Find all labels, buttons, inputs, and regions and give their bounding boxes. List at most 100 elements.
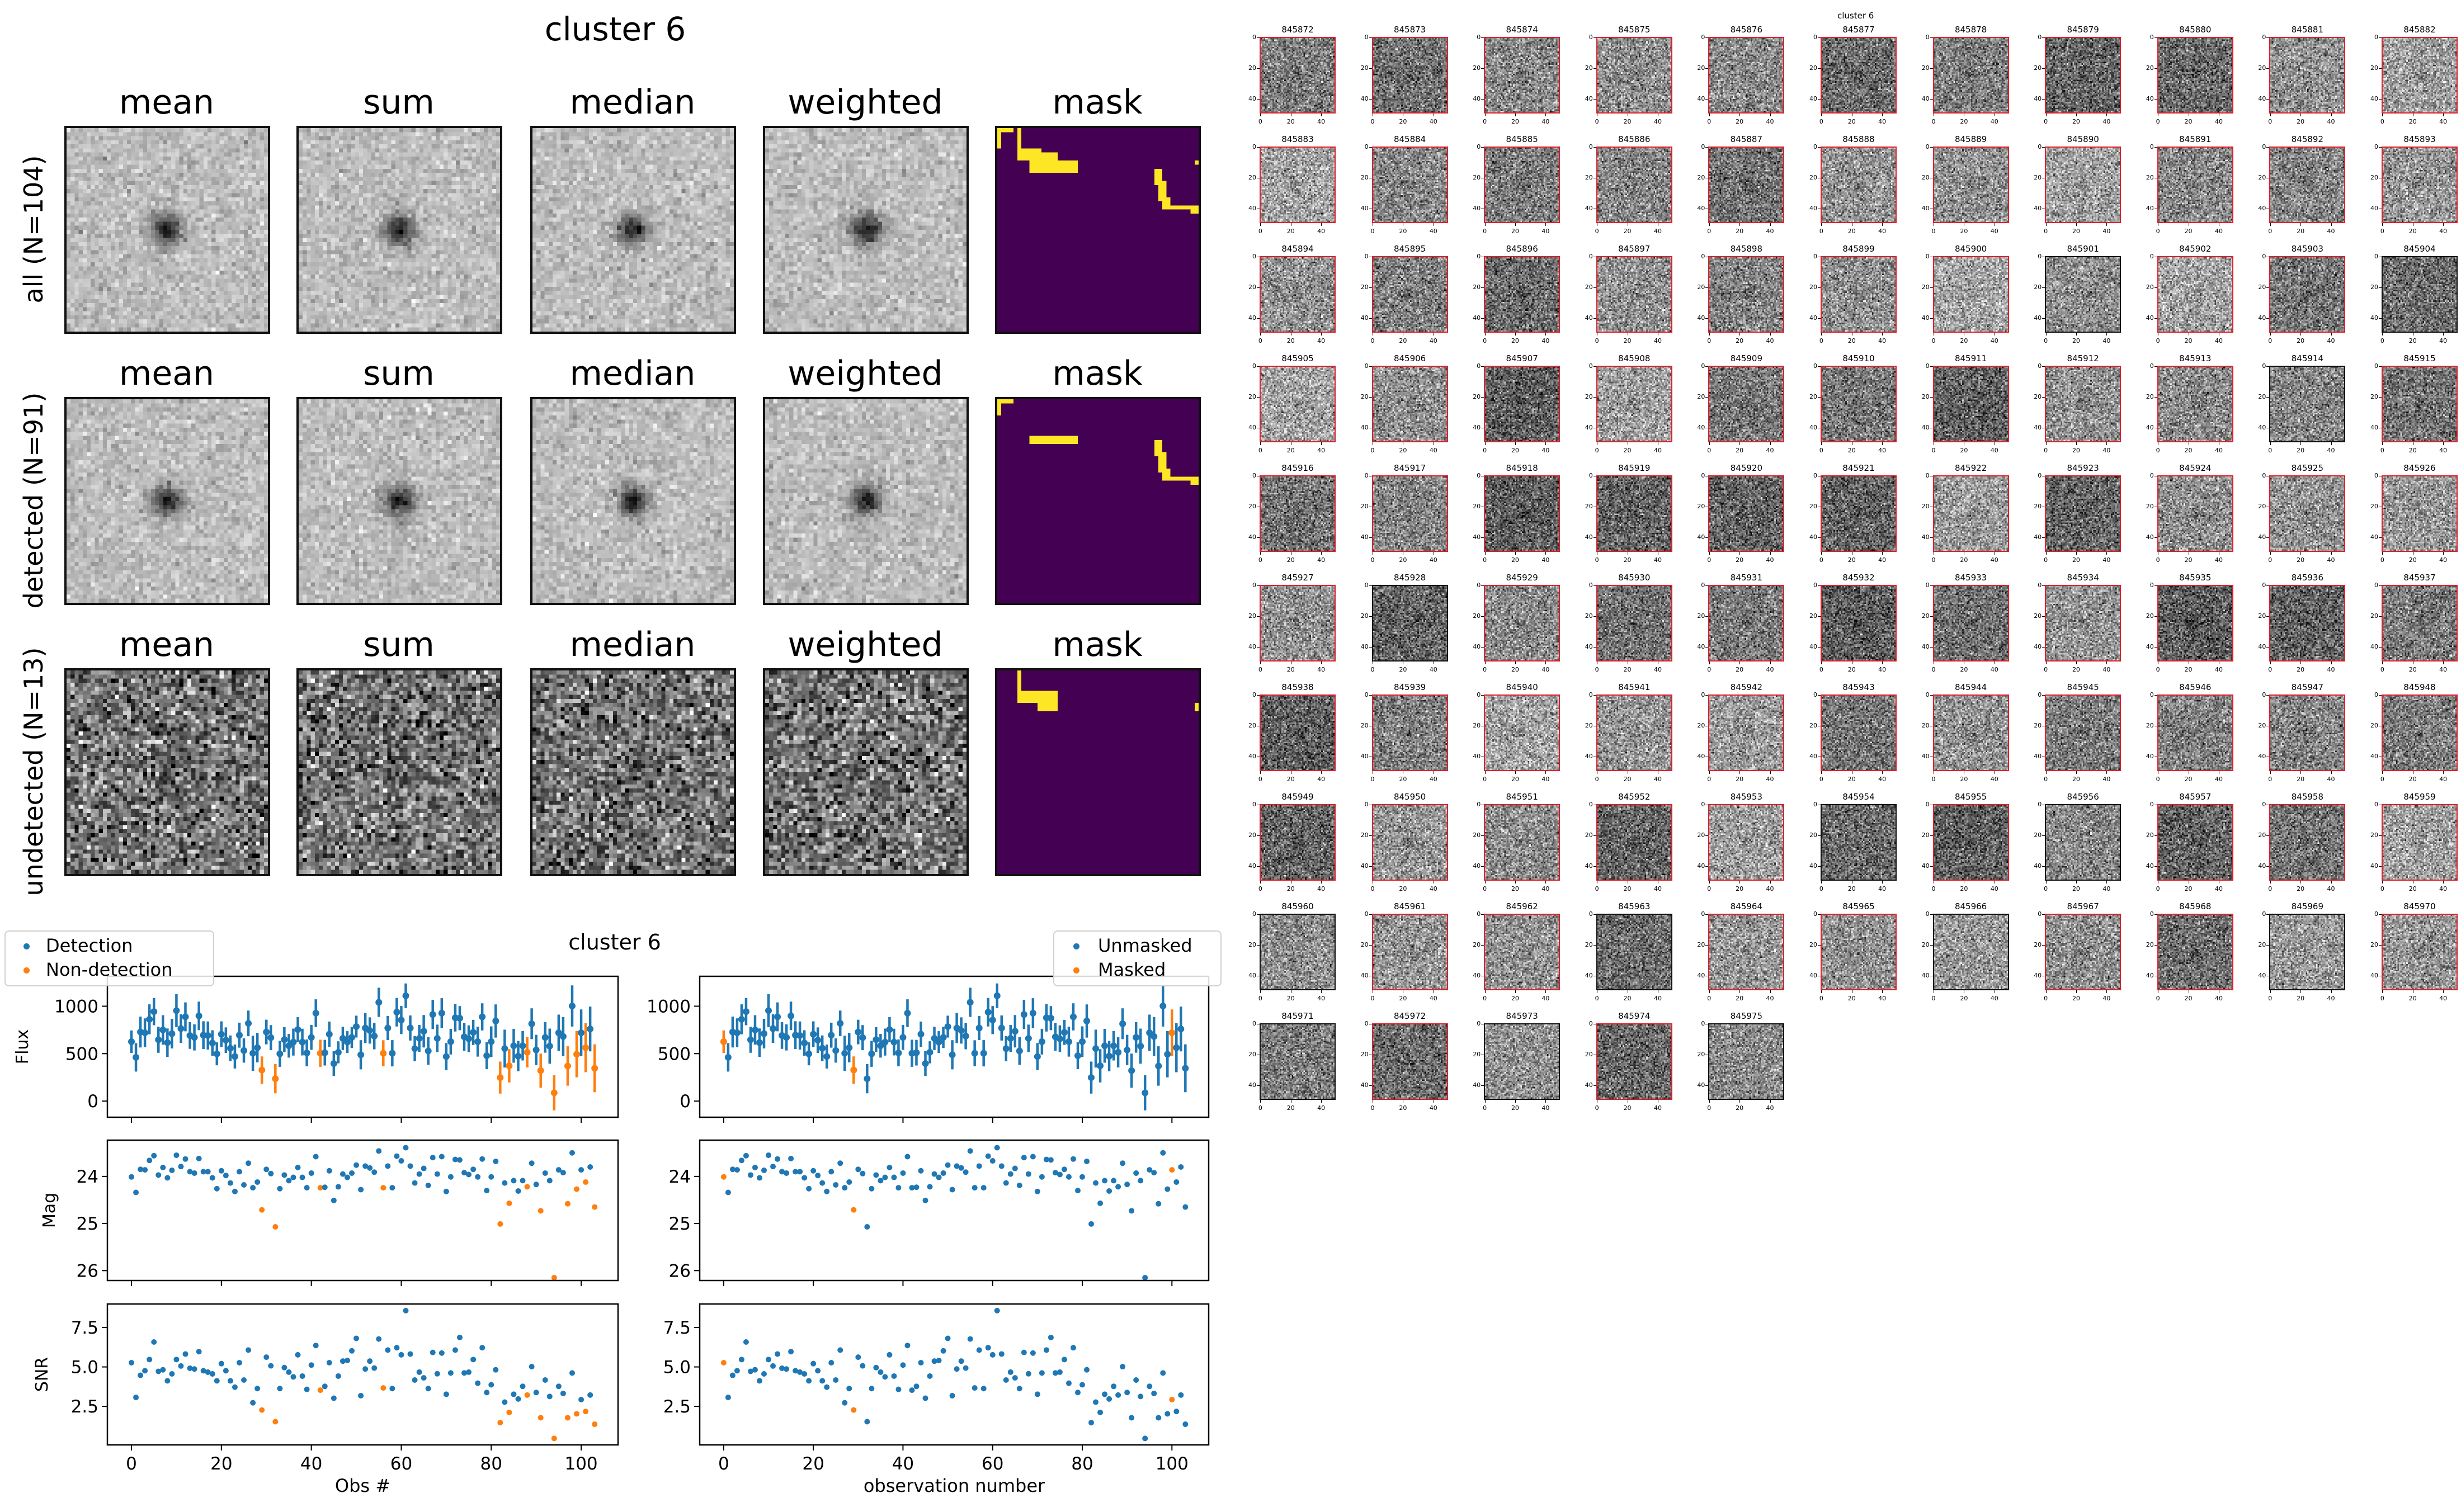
data-point-snr-97 <box>1156 1415 1162 1421</box>
thumbnail-xtick-label: 20 <box>1960 666 1968 673</box>
data-point-mag-99 <box>1165 1186 1171 1192</box>
data-point-flux-39 <box>303 1049 310 1056</box>
thumbnail-title: 845873 <box>1393 25 1426 35</box>
thumbnail-ytick-label: 40 <box>1921 314 1930 322</box>
data-point-snr-88 <box>1115 1392 1121 1398</box>
thumbnail-image <box>1260 475 1336 552</box>
thumbnail-845931: 845931 0 0 20 20 40 40 <box>1697 573 1785 673</box>
thumbnail-ytick-label: 40 <box>1585 94 1593 102</box>
thumbnail-title: 845891 <box>2179 134 2212 144</box>
thumbnail-ytick-mark <box>1930 397 1933 398</box>
data-point-flux-4 <box>146 1015 153 1023</box>
thumbnail-xtick-label: 20 <box>1847 337 1856 344</box>
data-point-flux-79 <box>483 1052 491 1060</box>
data-point-mag-7 <box>752 1164 758 1170</box>
data-point-snr-20 <box>218 1360 224 1367</box>
thumbnail-ytick-label: 20 <box>1360 174 1369 182</box>
thumbnail-xtick-label: 40 <box>1990 337 1998 344</box>
thumbnail-845935: 845935 0 0 20 20 40 40 <box>2146 573 2233 673</box>
data-point-snr-22 <box>819 1378 826 1384</box>
thumbnail-ytick-mark <box>1481 366 1484 367</box>
thumbnail-ytick-label: 0 <box>1813 362 1817 370</box>
data-point-snr-36 <box>882 1374 888 1380</box>
thumbnail-ytick-label: 20 <box>2034 284 2042 291</box>
data-point-mag-4 <box>738 1157 744 1164</box>
thumbnail-xtick-mark <box>1484 114 1486 116</box>
thumbnail-ytick-label: 20 <box>1585 284 1593 291</box>
data-point-flux-64 <box>416 1034 423 1042</box>
thumbnail-ytick-label: 40 <box>2370 423 2378 431</box>
data-point-flux-5 <box>742 1008 749 1015</box>
thumbnail-image <box>1484 147 1560 223</box>
thumbnail-ytick-label: 20 <box>1248 174 1256 182</box>
thumbnail-xtick-label: 20 <box>1399 228 1407 235</box>
data-point-snr-25 <box>833 1377 839 1383</box>
thumbnail-845922: 845922 0 0 20 20 40 40 <box>1922 463 2009 563</box>
data-point-mag-32 <box>272 1223 279 1230</box>
thumbnail-title: 845905 <box>1281 353 1314 363</box>
thumbnail-title: 845913 <box>2179 353 2212 363</box>
thumbnail-xtick-mark <box>1515 223 1516 226</box>
data-point-mag-75 <box>1057 1171 1063 1178</box>
thumbnail-xtick-label: 0 <box>1707 447 1712 454</box>
data-point-snr-27 <box>842 1400 848 1406</box>
data-point-snr-85 <box>511 1391 517 1397</box>
data-point-snr-57 <box>976 1347 982 1353</box>
data-point-mag-65 <box>1012 1165 1018 1171</box>
data-point-snr-29 <box>851 1407 857 1413</box>
data-point-snr-1 <box>725 1395 731 1401</box>
thumbnail-xtick-label: 40 <box>2439 666 2448 673</box>
thumbnail-xtick-label: 0 <box>2044 447 2048 454</box>
thumbnail-image <box>1596 256 1672 333</box>
data-point-mag-5 <box>151 1152 157 1159</box>
column-title-weighted: weighted <box>788 83 943 122</box>
data-point-snr-99 <box>574 1411 580 1417</box>
data-point-snr-45 <box>331 1395 337 1401</box>
data-point-snr-55 <box>376 1336 382 1342</box>
thumbnail-ytick-mark <box>1257 646 1260 648</box>
thumbnail-xtick-label: 40 <box>2214 447 2223 454</box>
data-point-flux-25 <box>241 1047 248 1054</box>
data-point-mag-20 <box>810 1168 817 1174</box>
thumbnail-xtick-label: 40 <box>2327 228 2335 235</box>
thumbnail-ytick-mark <box>1930 37 1933 39</box>
data-point-snr-41 <box>904 1343 911 1349</box>
data-point-snr-27 <box>250 1400 256 1406</box>
ytick-label-flux: 500 <box>658 1044 691 1064</box>
thumbnail-ytick-mark <box>1369 147 1372 148</box>
data-point-mag-37 <box>887 1164 893 1170</box>
stack-image-mean-detected <box>64 397 270 605</box>
thumbnail-ytick-mark <box>2379 318 2382 319</box>
thumbnail-xtick-mark <box>1882 333 1883 336</box>
data-point-flux-33 <box>276 1050 284 1057</box>
thumbnail-xtick-label: 40 <box>2327 118 2335 125</box>
thumbnail-title: 845927 <box>1281 573 1314 583</box>
thumbnail-xtick-label: 0 <box>2156 337 2160 344</box>
thumbnail-ytick-label: 20 <box>1809 284 1817 291</box>
data-point-mag-80 <box>488 1174 494 1180</box>
thumbnail-title: 845881 <box>2291 25 2324 35</box>
thumbnail-845906: 845906 0 0 20 20 40 40 <box>1361 353 1448 453</box>
data-point-snr-60 <box>989 1352 996 1358</box>
thumbnail-xtick-label: 0 <box>2380 666 2384 673</box>
thumbnail-xtick-label: 0 <box>1370 337 1375 344</box>
thumbnail-image <box>2269 366 2346 442</box>
thumbnail-title: 845894 <box>1281 244 1314 254</box>
data-point-mag-68 <box>1025 1171 1031 1177</box>
data-point-flux-77 <box>1065 1038 1072 1045</box>
legend-marker-masked <box>1073 967 1079 974</box>
thumbnail-xtick-mark <box>2300 442 2302 445</box>
data-point-snr-81 <box>1084 1367 1090 1373</box>
xtick-label: 100 <box>1156 1454 1189 1474</box>
thumbnail-ytick-mark <box>2042 37 2045 39</box>
thumbnail-ytick-label: 0 <box>2374 143 2378 151</box>
thumbnail-ytick-label: 20 <box>1360 64 1369 72</box>
data-point-mag-18 <box>802 1175 808 1181</box>
thumbnail-ytick-label: 20 <box>2146 64 2154 72</box>
data-point-snr-38 <box>299 1373 305 1379</box>
thumbnail-xtick-label: 40 <box>1766 228 1774 235</box>
data-point-mag-43 <box>322 1184 328 1190</box>
thumbnail-ytick-mark <box>2379 68 2382 69</box>
thumbnail-xtick-label: 20 <box>1960 228 1968 235</box>
thumbnail-845924: 845924 0 0 20 20 40 40 <box>2146 463 2233 563</box>
